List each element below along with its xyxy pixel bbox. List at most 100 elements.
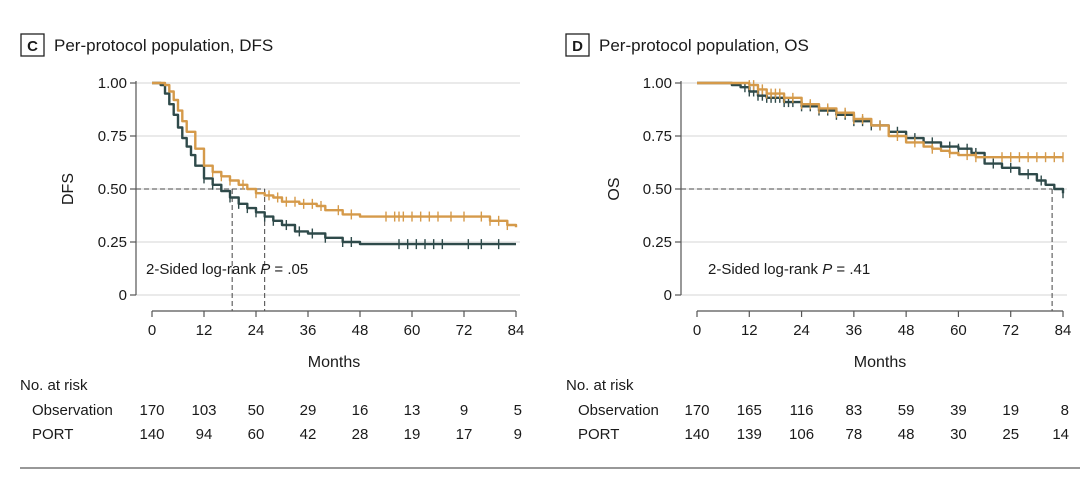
y-tick-labels: 0 0.25 0.50 0.75 1.00 [98, 75, 127, 304]
axes [675, 81, 1064, 317]
x-tick-label: 60 [950, 322, 967, 339]
y-tick-label: 0.25 [98, 234, 127, 251]
logrank-annotation: 2-Sided log-rank P = .41 [708, 261, 870, 278]
risk-value-port: 25 [1002, 426, 1019, 443]
median-reference-lines [136, 188, 266, 311]
risk-value-observation: 19 [1002, 402, 1019, 419]
x-tick-label: 12 [741, 322, 758, 339]
survival-curves [697, 80, 1065, 199]
risk-table-header: No. at risk [566, 377, 634, 394]
risk-value-port: 48 [898, 426, 915, 443]
y-tick-label: 1.00 [98, 75, 127, 92]
x-tick-label: 24 [793, 322, 810, 339]
risk-row-label-observation: Observation [578, 402, 659, 419]
y-tick-label: 0 [119, 287, 127, 304]
risk-value-observation: 83 [846, 402, 863, 419]
risk-value-observation: 170 [684, 402, 709, 419]
panel-title: Per-protocol population, OS [599, 36, 809, 55]
risk-value-observation: 9 [460, 402, 468, 419]
risk-value-port: 140 [139, 426, 164, 443]
logrank-prefix: 2-Sided log-rank [146, 261, 260, 278]
y-tick-label: 0.50 [98, 181, 127, 198]
panel-letter-box [20, 33, 45, 57]
risk-table-header: No. at risk [20, 377, 88, 394]
panel-letter: C [27, 38, 38, 55]
risk-value-observation: 50 [248, 402, 265, 419]
risk-value-observation: 39 [950, 402, 967, 419]
y-tick-label: 0 [664, 287, 672, 304]
x-tick-label: 12 [196, 322, 213, 339]
x-tick-label: 72 [456, 322, 473, 339]
y-tick-label: 0.75 [643, 128, 672, 145]
logrank-p: P [822, 261, 832, 278]
risk-value-port: 78 [846, 426, 863, 443]
median-reference-lines [681, 188, 1053, 311]
y-axis-title: OS [606, 177, 623, 200]
risk-value-port: 60 [248, 426, 265, 443]
risk-value-port: 94 [196, 426, 213, 443]
risk-value-port: 9 [514, 426, 522, 443]
x-tick-label: 36 [846, 322, 863, 339]
x-tick-label: 84 [1055, 322, 1072, 339]
y-tick-labels: 0 0.25 0.50 0.75 1.00 [643, 75, 672, 304]
km-curve-observation [697, 81, 1065, 194]
risk-value-observation: 103 [191, 402, 216, 419]
risk-row-label-port: PORT [578, 426, 619, 443]
panel-title: Per-protocol population, DFS [54, 36, 273, 55]
panel-d-os: D Per-protocol population, OS 00.250.500… [565, 33, 1072, 443]
x-axis-title: Months [854, 354, 906, 371]
risk-value-observation: 16 [352, 402, 369, 419]
logrank-p: P [260, 261, 270, 278]
x-tick-label: 24 [248, 322, 265, 339]
y-tick-label: 1.00 [643, 75, 672, 92]
x-tick-label: 0 [693, 322, 701, 339]
x-tick-label: 48 [352, 322, 369, 339]
risk-value-observation: 13 [404, 402, 421, 419]
panel-letter-box [565, 33, 590, 57]
y-axis-title: DFS [60, 173, 77, 205]
risk-value-observation: 8 [1061, 402, 1069, 419]
risk-value-port: 28 [352, 426, 369, 443]
x-tick-label: 36 [300, 322, 317, 339]
risk-value-observation: 5 [514, 402, 522, 419]
risk-value-observation: 116 [790, 402, 814, 419]
axes [130, 81, 517, 317]
km-curve-port [697, 81, 1063, 159]
risk-value-port: 17 [456, 426, 473, 443]
x-tick-label: 72 [1002, 322, 1019, 339]
risk-value-port: 42 [300, 426, 317, 443]
x-tick-label: 48 [898, 322, 915, 339]
km-curve-port [152, 81, 518, 228]
risk-value-observation: 59 [898, 402, 915, 419]
logrank-annotation: 2-Sided log-rank P = .05 [146, 261, 308, 278]
x-tick-labels: 0 12 24 36 48 60 72 84 [148, 322, 525, 339]
logrank-value: = .41 [832, 261, 870, 278]
risk-row-label-port: PORT [32, 426, 73, 443]
risk-value-observation: 165 [737, 402, 762, 419]
y-tick-label: 0.50 [643, 181, 672, 198]
risk-value-observation: 170 [139, 402, 164, 419]
y-tick-label: 0.75 [98, 128, 127, 145]
panel-c-dfs: C Per-protocol population, DFS 0 0.25 0.50… [20, 33, 525, 443]
km-curve-observation [152, 81, 516, 246]
logrank-value: = .05 [270, 261, 308, 278]
panel-letter: D [572, 38, 583, 55]
x-tick-labels: 0 12 24 36 48 60 72 84 [693, 322, 1072, 339]
logrank-prefix: 2-Sided log-rank [708, 261, 822, 278]
x-axis-title: Months [308, 354, 360, 371]
risk-row-label-observation: Observation [32, 402, 113, 419]
risk-value-port: 14 [1052, 426, 1069, 443]
y-tick-label: 0.25 [643, 234, 672, 251]
x-tick-label: 60 [404, 322, 421, 339]
risk-value-port: 139 [737, 426, 762, 443]
risk-value-port: 106 [789, 426, 814, 443]
risk-table-values: 170 103 50 29 16 13 9 5 140 94 60 42 28 19 17 9 [139, 402, 522, 443]
risk-value-port: 30 [950, 426, 967, 443]
survival-curves [152, 81, 518, 250]
risk-value-port: 140 [684, 426, 709, 443]
x-tick-label: 84 [508, 322, 525, 339]
x-tick-label: 0 [148, 322, 156, 339]
risk-value-port: 19 [404, 426, 421, 443]
